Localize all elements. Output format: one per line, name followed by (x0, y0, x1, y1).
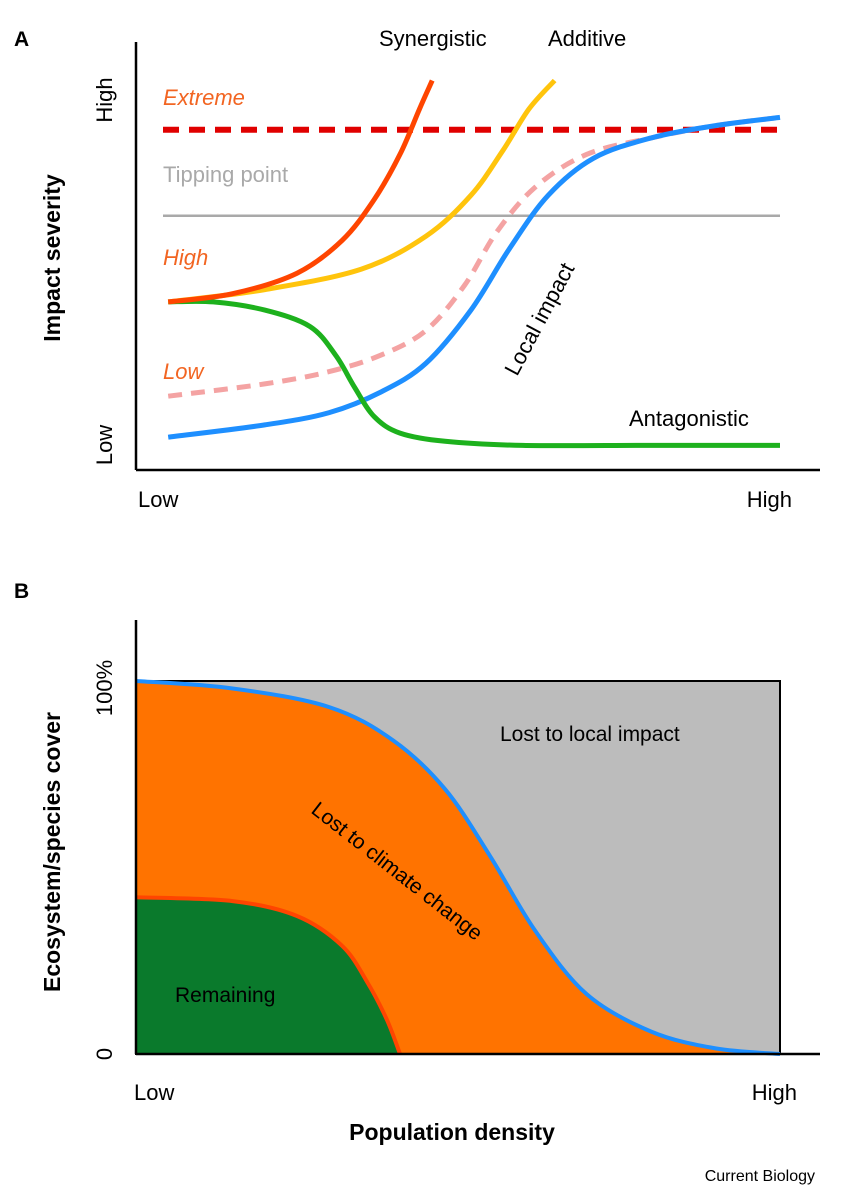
remaining-area (136, 897, 400, 1054)
panel-a: A Impact severity High Low Low High Extr… (14, 26, 820, 512)
synergistic-line (167, 79, 435, 305)
journal-credit: Current Biology (705, 1168, 815, 1185)
climate-boundary-line (135, 895, 402, 1055)
antagonistic-line (168, 298, 780, 449)
panel-b-y-title: Ecosystem/species cover (39, 712, 65, 992)
panel-a-y-tick-high: High (92, 77, 117, 122)
panel-b-x-title: Population density (349, 1119, 555, 1145)
panel-b-x-tick-high: High (752, 1080, 797, 1105)
local-impact-boundary-line (135, 679, 781, 1056)
panel-b-y-tick-100: 100% (92, 660, 117, 716)
antagonistic-label: Antagonistic (629, 406, 749, 431)
additive-line (167, 78, 557, 305)
synergistic-label: Synergistic (379, 26, 487, 51)
low-level-label: Low (163, 359, 205, 384)
panel-b-y-tick-0: 0 (92, 1048, 117, 1060)
high-level-label: High (163, 245, 208, 270)
extreme-label: Extreme (163, 85, 245, 110)
panel-a-y-title: Impact severity (39, 174, 65, 342)
remaining-label: Remaining (175, 984, 275, 1007)
local-impact-region-label: Lost to local impact (500, 723, 680, 746)
panel-a-x-tick-low: Low (138, 487, 178, 512)
low-baseline-dashed-line (167, 114, 781, 399)
panel-b-label: B (14, 580, 29, 603)
tipping-point-label: Tipping point (163, 162, 288, 187)
panel-b-x-tick-low: Low (134, 1080, 174, 1105)
panel-a-x-tick-high: High (747, 487, 792, 512)
local-impact-line (167, 114, 781, 440)
additive-label: Additive (548, 26, 626, 51)
panel-a-label: A (14, 28, 29, 51)
local-impact-label: Local impact (499, 259, 579, 380)
panel-a-y-tick-low: Low (92, 425, 117, 465)
panel-b: B Ecosystem/species cover 100% 0 Low Hig… (14, 580, 820, 1145)
